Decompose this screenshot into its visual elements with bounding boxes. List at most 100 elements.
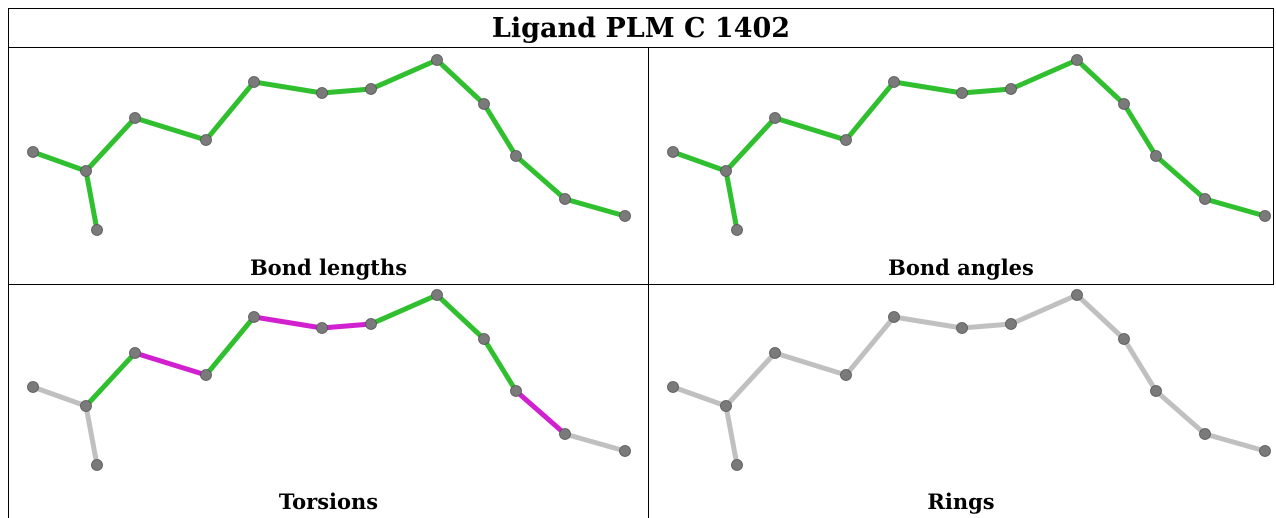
molecule-rings [667, 289, 1271, 471]
atom [731, 224, 743, 236]
bond [481, 336, 519, 394]
bond [132, 115, 209, 143]
atom [1150, 150, 1162, 162]
bond [843, 314, 897, 378]
bond [83, 115, 138, 174]
bond [1008, 292, 1080, 327]
bond [1121, 101, 1159, 159]
bond [891, 79, 965, 96]
atom [559, 428, 571, 440]
bond [1074, 57, 1127, 107]
bond [1008, 57, 1080, 92]
molecule-bond-lengths [27, 54, 631, 236]
bond [723, 350, 778, 409]
atom [888, 311, 900, 323]
bond [251, 314, 325, 331]
bond [319, 321, 374, 331]
figure-title: Ligand PLM C 1402 [8, 8, 1274, 48]
atom [888, 76, 900, 88]
atom [248, 311, 260, 323]
bond [1153, 153, 1208, 202]
caption-torsions: Torsions [278, 489, 379, 514]
atom [720, 400, 732, 412]
panel-torsions: Torsions [9, 285, 648, 518]
bond [843, 79, 897, 143]
molecule-bond-angles [667, 54, 1271, 236]
bond [513, 153, 568, 202]
atom [27, 381, 39, 393]
atom [510, 150, 522, 162]
atom [840, 134, 852, 146]
atom [200, 134, 212, 146]
atom [619, 210, 631, 222]
atom [365, 318, 377, 330]
atom [1118, 333, 1130, 345]
atom [956, 322, 968, 334]
atom [316, 87, 328, 99]
caption-rings: Rings [927, 489, 995, 514]
row-divider [8, 284, 1274, 285]
atom [769, 347, 781, 359]
atom [1118, 98, 1130, 110]
bond [319, 86, 374, 96]
atom [1005, 83, 1017, 95]
bond [562, 196, 628, 219]
bond [203, 314, 257, 378]
bond [434, 57, 487, 107]
atom [91, 224, 103, 236]
bond [891, 314, 965, 331]
atom [129, 347, 141, 359]
atom [1259, 210, 1271, 222]
bond [83, 168, 100, 233]
bond [368, 57, 440, 92]
atom [365, 83, 377, 95]
atom [1071, 54, 1083, 66]
caption-bond-angles: Bond angles [888, 255, 1034, 280]
atom [80, 400, 92, 412]
bond [723, 403, 740, 468]
atom [840, 369, 852, 381]
atom [1071, 289, 1083, 301]
bond [959, 86, 1014, 96]
bond [1153, 388, 1208, 437]
atom [431, 54, 443, 66]
bond [772, 350, 849, 378]
atom [1199, 428, 1211, 440]
bond [132, 350, 209, 378]
bond [1121, 336, 1159, 394]
bond [670, 384, 729, 409]
panel-rings: Rings [649, 285, 1273, 518]
bond [83, 403, 100, 468]
atom [510, 385, 522, 397]
atom [431, 289, 443, 301]
bond [723, 168, 740, 233]
bond [30, 384, 89, 409]
atom [720, 165, 732, 177]
bond [959, 321, 1014, 331]
atom [619, 445, 631, 457]
atom [769, 112, 781, 124]
center-divider [648, 48, 649, 518]
bond [83, 350, 138, 409]
atom [731, 459, 743, 471]
bond [513, 388, 568, 437]
atom [129, 112, 141, 124]
bond [723, 115, 778, 174]
atom [80, 165, 92, 177]
atom [200, 369, 212, 381]
atom [667, 381, 679, 393]
atom [1150, 385, 1162, 397]
right-border [1273, 48, 1274, 284]
bond [562, 431, 628, 454]
caption-bond-lengths: Bond lengths [249, 255, 408, 280]
left-border [8, 48, 9, 518]
bond [772, 115, 849, 143]
atom [559, 193, 571, 205]
bond [203, 79, 257, 143]
atom [91, 459, 103, 471]
atom [248, 76, 260, 88]
atom [1005, 318, 1017, 330]
bond [368, 292, 440, 327]
atom [667, 146, 679, 158]
